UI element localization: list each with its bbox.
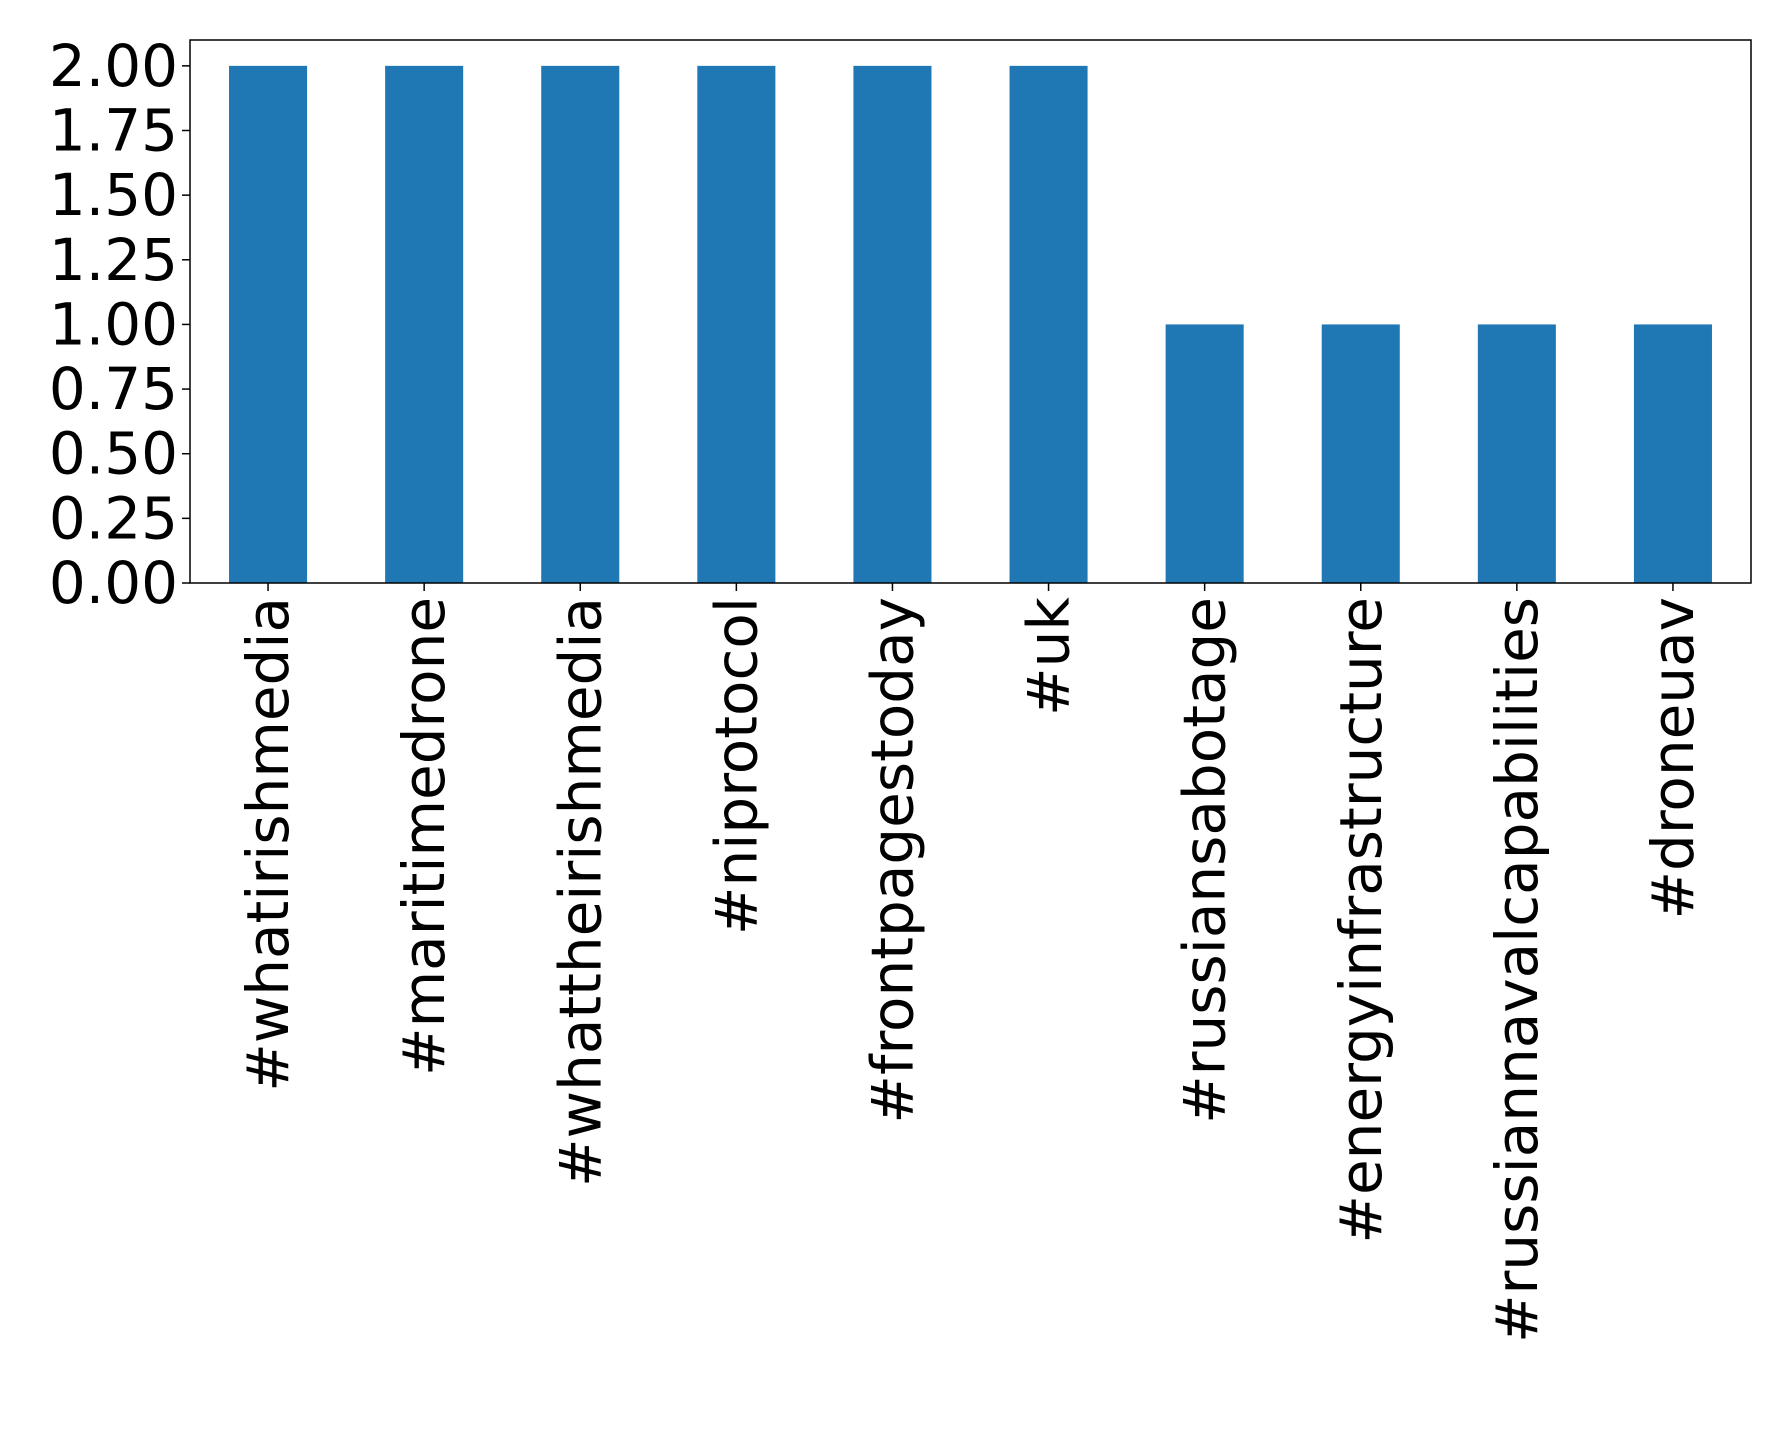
x-tick-label-6: #russiansabotage — [1171, 597, 1239, 1124]
y-tick-label-6: 1.50 — [49, 161, 178, 229]
bar-8 — [1477, 324, 1556, 583]
y-tick-label-2: 0.50 — [49, 420, 178, 488]
bar-6 — [1165, 324, 1244, 583]
plot-area-frame — [189, 39, 1752, 584]
x-tick-label-8: #russiannavalcapabilities — [1483, 597, 1551, 1343]
y-tick-label-5: 1.25 — [49, 226, 178, 294]
y-tick-label-7: 1.75 — [49, 97, 178, 165]
y-axis-ticks: 0.000.250.500.751.001.251.501.752.00 — [49, 32, 190, 617]
x-tick-label-3: #niprotocol — [702, 597, 770, 935]
x-tick-label-1: #maritimedrone — [390, 597, 458, 1076]
y-tick-label-4: 1.00 — [49, 290, 178, 358]
bars — [229, 65, 1712, 584]
bar-2 — [541, 65, 620, 584]
bar-4 — [853, 65, 932, 584]
x-tick-label-7: #energyinfrastructure — [1327, 597, 1395, 1244]
y-tick-label-8: 2.00 — [49, 32, 178, 100]
x-tick-label-4: #frontpagestoday — [858, 597, 926, 1124]
y-tick-label-0: 0.00 — [49, 549, 178, 617]
bar-0 — [229, 65, 308, 584]
y-tick-label-3: 0.75 — [49, 355, 178, 423]
bar-3 — [697, 65, 776, 584]
x-tick-label-5: #uk — [1015, 597, 1083, 716]
x-axis-ticks: #whatirishmedia #maritimedrone #whattheiri… — [234, 583, 1707, 1343]
bar-1 — [385, 65, 464, 584]
x-tick-label-9: #droneuav — [1639, 597, 1707, 920]
bar-9 — [1633, 324, 1712, 583]
x-tick-label-0: #whatirishmedia — [234, 597, 302, 1092]
y-tick-label-1: 0.25 — [49, 484, 178, 552]
bar-7 — [1321, 324, 1400, 583]
bar-5 — [1009, 65, 1088, 584]
x-tick-label-2: #whattheirishmedia — [546, 597, 614, 1187]
